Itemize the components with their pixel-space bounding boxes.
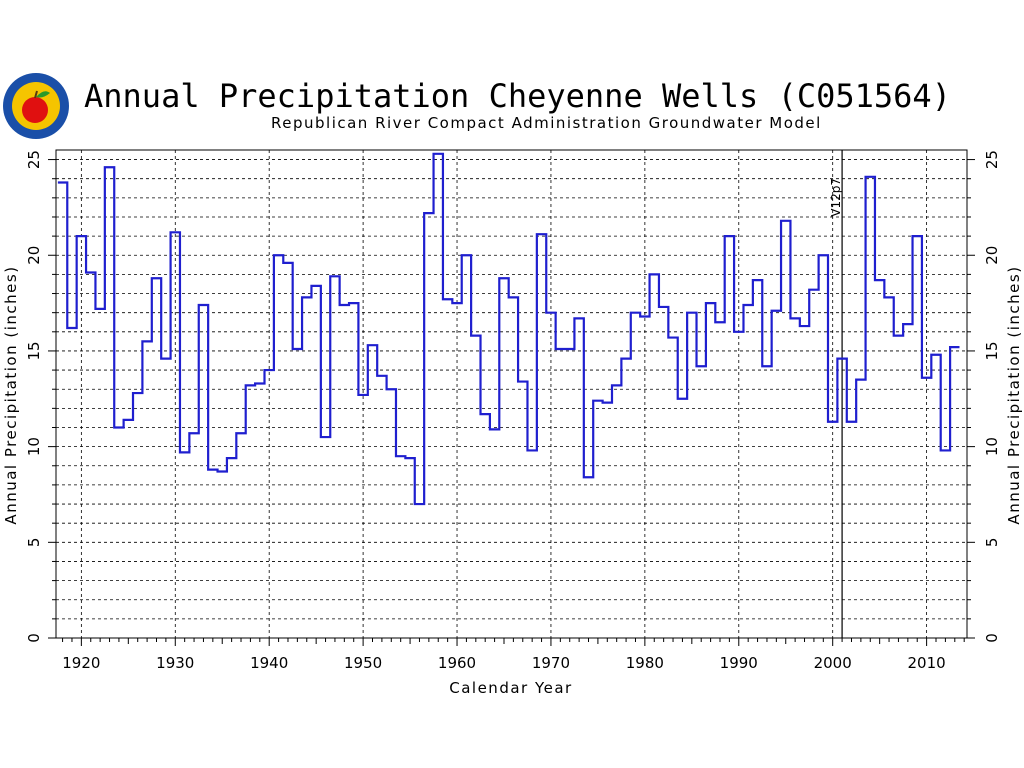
- x-tick-label: 1950: [344, 654, 382, 672]
- tick-layer: 1920 1930 1940 1950 1960 1970 1980 1990 2000 2010…: [25, 150, 1001, 672]
- grid-lines: [56, 150, 967, 638]
- y-tick-label-right: 20: [983, 246, 1001, 265]
- chart-subtitle: Republican River Compact Administration …: [271, 114, 822, 132]
- y-tick-label-right: 0: [983, 633, 1001, 643]
- y-axis-label-left: Annual Precipitation (inches): [2, 265, 20, 524]
- x-tick-label: 1930: [156, 654, 194, 672]
- y-tick-label-left: 0: [25, 633, 43, 643]
- y-tick-label-left: 20: [25, 246, 43, 265]
- y-tick-label-left: 15: [25, 341, 43, 360]
- x-tick-label: 1920: [62, 654, 100, 672]
- x-tick-label: 1980: [626, 654, 664, 672]
- chart-title: Annual Precipitation Cheyenne Wells (C05…: [84, 77, 951, 115]
- logo-stem: [34, 90, 38, 99]
- annotation-layer: V12p7: [829, 150, 843, 638]
- x-tick-label: 1960: [438, 654, 476, 672]
- logo-apple: [22, 97, 48, 123]
- precip-step-line: [57, 152, 960, 506]
- logo-leaf: [36, 91, 50, 98]
- x-tick-label: 2010: [908, 654, 946, 672]
- y-tick-label-right: 10: [983, 437, 1001, 456]
- y-tick-label-right: 25: [983, 150, 1001, 169]
- x-axis-label: Calendar Year: [449, 679, 572, 697]
- annotation-label: V12p7: [829, 178, 843, 217]
- y-tick-label-right: 5: [983, 538, 1001, 548]
- x-tick-label: 2000: [814, 654, 852, 672]
- y-axis-label-right: Annual Precipitation (inches): [1005, 265, 1023, 524]
- x-tick-label: 1990: [720, 654, 758, 672]
- plot-frame: [55, 149, 968, 639]
- x-tick-label: 1940: [250, 654, 288, 672]
- apple-seal-logo: [3, 73, 69, 139]
- y-tick-label-left: 5: [25, 538, 43, 548]
- x-tick-label: 1970: [532, 654, 570, 672]
- series-layer: [57, 152, 960, 506]
- y-tick-label-right: 15: [983, 341, 1001, 360]
- y-tick-label-left: 25: [25, 150, 43, 169]
- y-tick-label-left: 10: [25, 437, 43, 456]
